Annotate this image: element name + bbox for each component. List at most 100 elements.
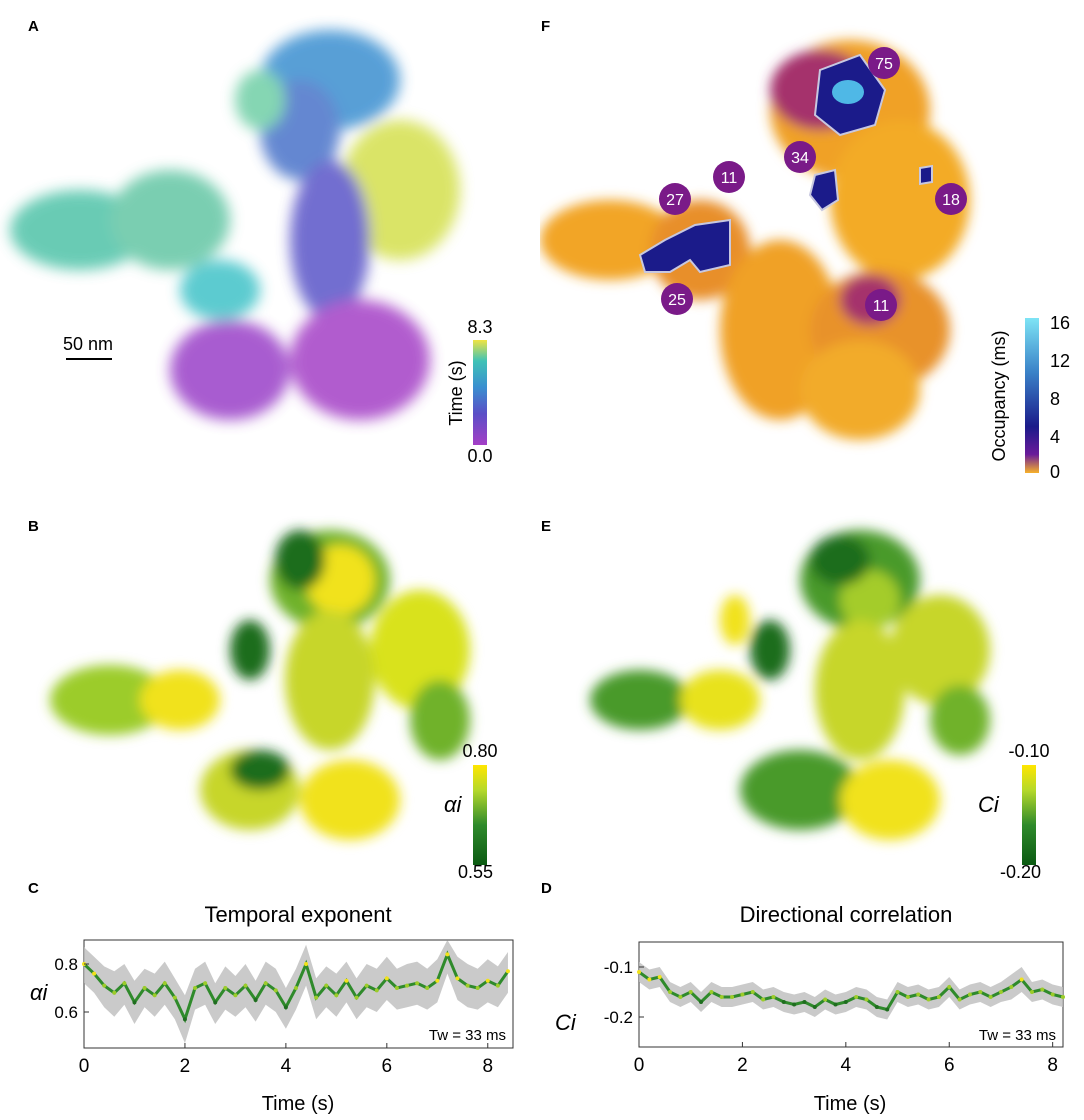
colorbar-time-title: Time (s)	[446, 360, 466, 425]
data-point	[647, 977, 652, 982]
data-point	[152, 993, 157, 998]
data-point	[425, 986, 430, 990]
data-point	[223, 986, 228, 990]
data-point	[273, 988, 278, 993]
hotspot-34	[808, 168, 840, 212]
data-point	[998, 990, 1003, 994]
data-point	[304, 962, 309, 966]
colorbar-correlation	[1022, 765, 1036, 865]
data-point	[802, 1000, 807, 1004]
colorbar-occupancy-tick-8: 8	[1050, 389, 1060, 409]
x-axis-label: Time (s)	[814, 1093, 887, 1115]
hotspot-badge: 27	[659, 183, 691, 215]
data-point	[314, 995, 319, 1000]
colorbar-occupancy-tick-0: 0	[1050, 462, 1060, 482]
hotspot-75-core	[832, 80, 864, 104]
data-point	[926, 997, 931, 1002]
data-point	[102, 983, 107, 988]
data-point	[1009, 985, 1014, 989]
panel-letter-c: C	[28, 880, 39, 897]
data-point	[142, 986, 147, 990]
data-point	[967, 992, 972, 997]
data-point	[243, 983, 248, 988]
x-tick-label: 6	[382, 1056, 393, 1077]
colorbar-time	[473, 340, 487, 445]
data-point	[1019, 977, 1024, 982]
colorbar-correlation-max-label: -0.10	[1008, 741, 1049, 761]
hotspot-18	[919, 164, 933, 186]
trajectory-cloud-a	[10, 30, 460, 420]
y-tick-label: 0.8	[54, 955, 78, 974]
colorbar-occupancy-title: Occupancy (ms)	[989, 330, 1009, 461]
data-point	[688, 990, 693, 994]
data-point	[92, 971, 97, 976]
data-point	[445, 952, 450, 957]
hotspot-badge: 34	[784, 141, 816, 173]
data-point	[495, 983, 500, 988]
data-point	[864, 997, 869, 1002]
panel-c-temporal-exponent-chart: Temporal exponent 0 2 4 6 8 0.6 0.8 αi Time (s…	[30, 902, 514, 1115]
data-point	[203, 981, 208, 986]
data-point	[895, 990, 900, 994]
y-tick-label: 0.6	[54, 1003, 78, 1022]
data-point	[344, 978, 349, 983]
data-point	[874, 1005, 879, 1009]
window-annotation: Tw = 33 ms	[429, 1027, 506, 1044]
data-point	[394, 986, 399, 990]
colorbar-occupancy-tick-16: 16	[1050, 313, 1070, 333]
data-point	[936, 995, 941, 999]
data-point	[384, 976, 389, 981]
data-point	[1040, 987, 1045, 992]
data-point	[833, 1002, 838, 1007]
colorbar-alpha-symbol: αi	[444, 792, 463, 817]
confidence-band	[84, 940, 508, 1044]
data-point	[668, 990, 673, 994]
hotspot-badge-label: 25	[668, 292, 686, 309]
data-point	[885, 1007, 890, 1012]
hotspot-badge-label: 18	[942, 192, 960, 209]
data-point	[485, 978, 490, 983]
data-point	[750, 990, 755, 994]
x-tick-label: 6	[944, 1055, 955, 1076]
data-point	[719, 995, 724, 999]
hotspot-badge: 11	[865, 289, 897, 321]
data-point	[334, 993, 339, 998]
data-point	[792, 1002, 797, 1007]
data-point	[812, 1005, 817, 1009]
y-axis-symbol: Ci	[555, 1010, 577, 1035]
colorbar-alpha-min-label: 0.55	[458, 862, 494, 882]
chart-title: Temporal exponent	[204, 902, 391, 927]
data-point	[1029, 990, 1034, 994]
x-tick-label: 2	[180, 1056, 191, 1077]
data-point	[843, 1000, 848, 1004]
colorbar-alpha	[473, 765, 487, 865]
data-point	[637, 970, 641, 974]
data-point	[475, 986, 480, 990]
hotspot-badge-label: 27	[666, 192, 684, 209]
data-point	[916, 992, 921, 997]
hotspot-25-27	[638, 218, 731, 274]
data-point	[354, 995, 359, 1000]
data-point	[172, 995, 177, 1000]
data-point	[699, 1000, 704, 1004]
hotspot-badge-label: 11	[873, 298, 890, 315]
panel-b-alpha-map: 0.80 αi	[50, 530, 498, 865]
panel-a-trajectory-map: 50 nm 8.3 0.0 Time (s)	[10, 30, 493, 466]
data-point	[465, 983, 470, 988]
panel-letter-f: F	[541, 18, 551, 35]
plot-frame	[83, 939, 514, 1049]
data-point	[253, 998, 258, 1002]
data-point	[761, 997, 766, 1002]
data-point	[988, 995, 993, 999]
data-point	[193, 986, 198, 990]
data-point	[435, 978, 440, 983]
panel-letter-e: E	[541, 518, 552, 535]
colorbar-occupancy-tick-12: 12	[1050, 351, 1070, 371]
data-point	[122, 981, 127, 986]
hotspot-badge: 25	[661, 283, 693, 315]
panel-letter-a: A	[28, 18, 39, 35]
data-point	[233, 993, 238, 998]
data-point	[324, 983, 329, 988]
colorbar-alpha-max-label: 0.80	[462, 741, 497, 761]
x-tick-label: 0	[79, 1056, 90, 1077]
